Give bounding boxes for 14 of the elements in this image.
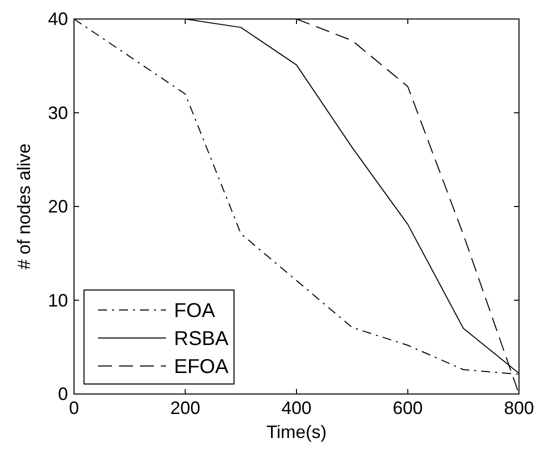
legend-label: EFOA xyxy=(174,356,230,378)
x-tick-label: 800 xyxy=(504,398,534,418)
y-tick-label: 20 xyxy=(48,196,68,216)
legend-label: RSBA xyxy=(174,328,230,350)
x-axis-title: Time(s) xyxy=(266,422,327,442)
legend-label: FOA xyxy=(174,300,216,322)
y-tick-label: 10 xyxy=(48,290,68,310)
x-tick-label: 600 xyxy=(392,398,423,418)
x-tick-label: 400 xyxy=(281,398,312,418)
x-tick-label: 200 xyxy=(170,398,200,418)
y-tick-label: 30 xyxy=(48,102,68,123)
y-tick-label: 40 xyxy=(48,9,68,29)
y-axis-title: # of nodes alive xyxy=(14,143,34,270)
y-tick-label: 0 xyxy=(58,384,68,404)
